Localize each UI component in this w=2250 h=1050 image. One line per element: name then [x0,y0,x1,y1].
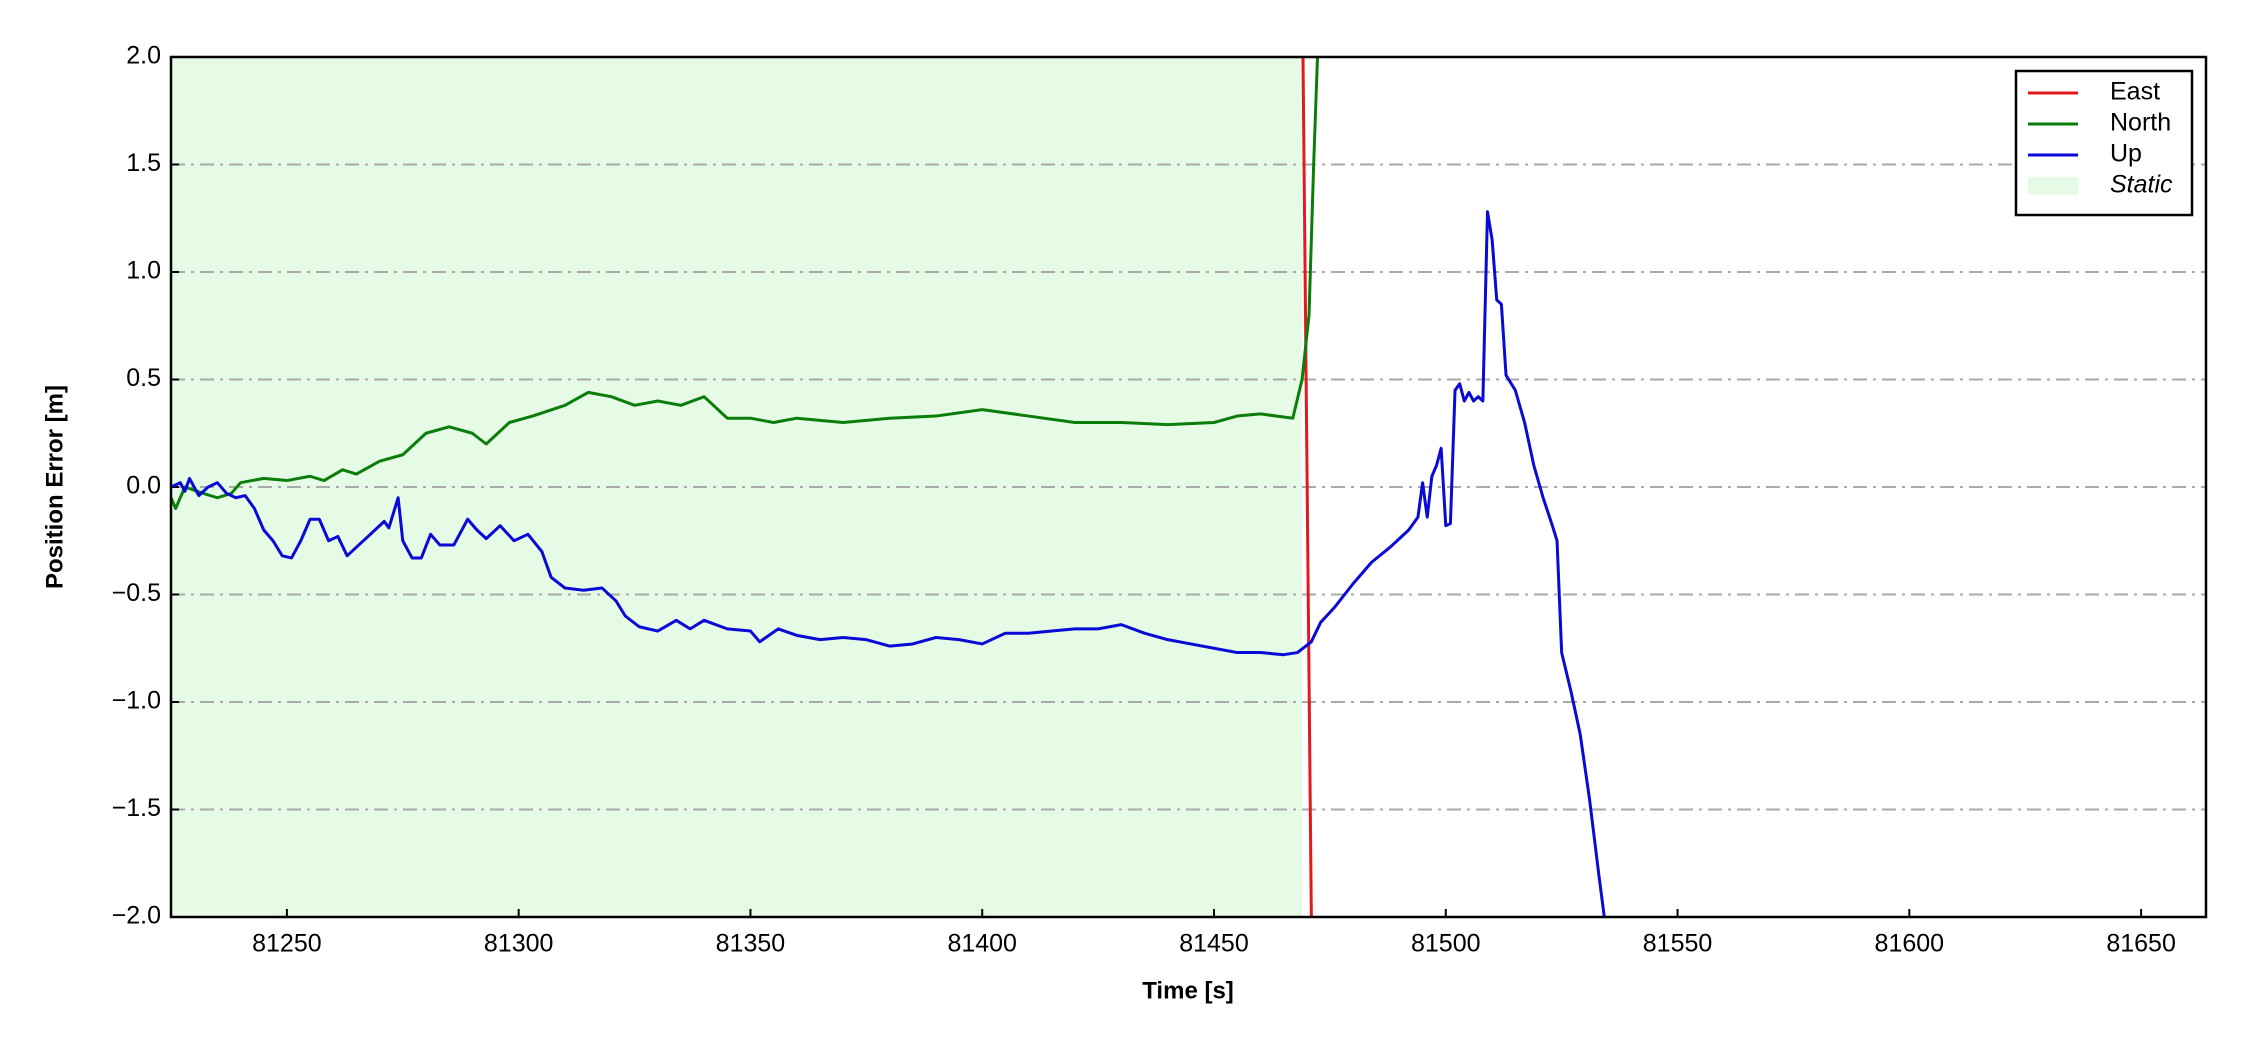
y-tick-label: 2.0 [126,42,161,70]
legend-label: North [2110,109,2171,137]
x-tick-label: 81350 [716,930,786,958]
y-tick-label: −1.5 [112,794,161,822]
y-tick-label: 1.0 [126,257,161,285]
legend-label: Up [2110,140,2142,168]
static-region [171,57,1303,917]
legend-label: East [2110,78,2160,106]
y-tick-label: −2.0 [112,902,161,930]
y-axis-title: Position Error [m] [41,385,68,589]
y-tick-label: 1.5 [126,149,161,177]
plot-lines [171,57,1606,917]
series-line [171,57,1320,510]
legend-label: Static [2110,171,2173,199]
x-tick-label: 81650 [2106,930,2176,958]
series-line [1301,57,1313,917]
x-tick-label: 81600 [1875,930,1945,958]
x-tick-label: 81450 [1179,930,1249,958]
x-tick-label: 81400 [947,930,1017,958]
x-axis-title: Time [s] [1142,977,1234,1004]
y-tick-label: 0.5 [126,364,161,392]
series-line [171,210,1606,917]
x-tick-label: 81250 [252,930,322,958]
x-tick-label: 81550 [1643,930,1713,958]
y-tick-label: −1.0 [112,687,161,715]
x-tick-label: 81500 [1411,930,1481,958]
y-tick-label: 0.0 [126,472,161,500]
plot-frame [169,55,2208,919]
x-tick-label: 81300 [484,930,554,958]
legend-swatch [2028,177,2078,195]
y-tick-label: −0.5 [112,579,161,607]
